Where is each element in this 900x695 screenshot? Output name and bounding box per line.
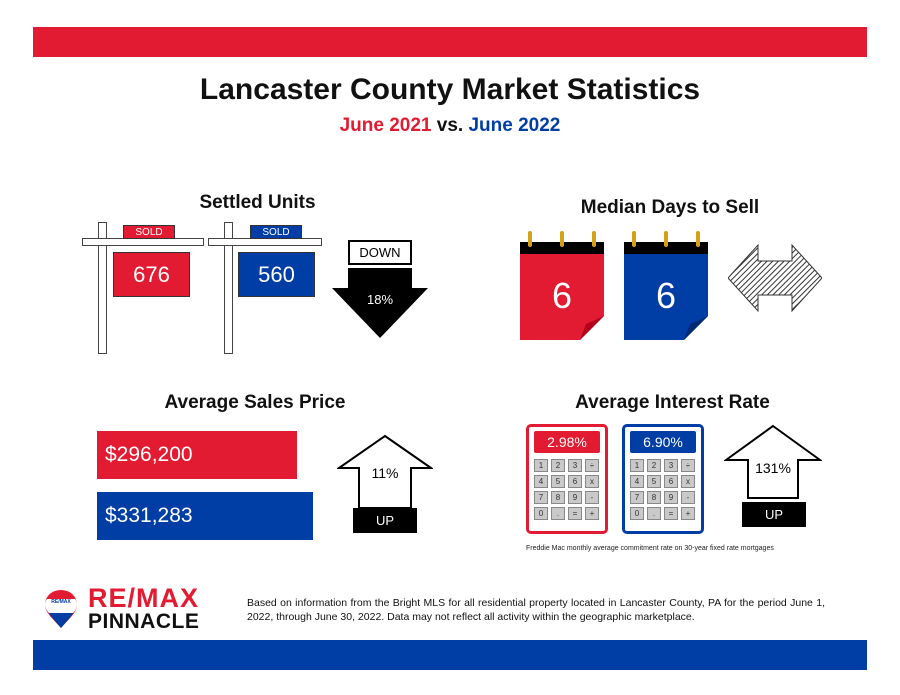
sold-tag-2022: SOLD (250, 225, 302, 239)
calendar-ring-icon (528, 231, 532, 247)
down-arrow-icon (332, 268, 428, 338)
calculator-keypad: 1 2 3 ÷ 4 5 6 x 7 8 9- 0. = + (534, 459, 599, 520)
balloon-text: RE/MAX (51, 599, 71, 605)
no-change-double-arrow-icon (728, 243, 822, 313)
disclaimer-text: Based on information from the Bright MLS… (247, 597, 825, 623)
sign-post-2021 (98, 222, 107, 354)
settled-units-change: 18% (366, 292, 394, 307)
calculator-key: + (585, 507, 599, 520)
interest-rate-2021: 2.98% (534, 431, 600, 453)
calculator-key: ÷ (585, 459, 599, 472)
calculator-key: 6 (568, 475, 582, 488)
calculator-key: 9 (568, 491, 582, 504)
calculator-2022: 6.90% 1 2 3 ÷ 4 5 6 x 7 8 9- 0. = + (622, 424, 704, 534)
avg-price-heading: Average Sales Price (164, 392, 346, 413)
calendar-page-2021 (520, 254, 604, 340)
median-days-2021: 6 (551, 275, 573, 316)
calculator-key: - (681, 491, 695, 504)
calendar-ring-icon (632, 231, 636, 247)
calculator-key: 0 (630, 507, 644, 520)
calculator-key: . (551, 507, 565, 520)
calculator-2021: 2.98% 1 2 3 ÷ 4 5 6 x 7 8 9- 0. = + (526, 424, 608, 534)
subtitle-vs: vs. (436, 115, 464, 136)
settled-units-2022: 560 (238, 252, 315, 297)
calculator-key: 2 (551, 459, 565, 472)
interest-rate-2022: 6.90% (630, 431, 696, 453)
subtitle-2021: June 2021 (339, 115, 432, 136)
calculator-key: 8 (647, 491, 661, 504)
calculator-key: = (568, 507, 582, 520)
sign-beam-2022 (208, 238, 322, 246)
calculator-key: 1 (534, 459, 548, 472)
up-arrow-icon (724, 424, 822, 499)
hot-air-balloon-logo-icon (45, 590, 77, 628)
page-subtitle: June 2021 vs. June 2022 (0, 115, 900, 137)
calendar-ring-icon (696, 231, 700, 247)
calculator-key: x (681, 475, 695, 488)
interest-rate-footnote: Freddie Mac monthly average commitment r… (526, 545, 774, 552)
calculator-key: 7 (534, 491, 548, 504)
avg-price-2021: $296,200 (97, 431, 297, 479)
calculator-key: x (585, 475, 599, 488)
page-title: Lancaster County Market Statistics (199, 73, 701, 106)
down-label-box: DOWN (348, 240, 412, 265)
calendar-ring-icon (592, 231, 596, 247)
settled-units-2021: 676 (113, 252, 190, 297)
calculator-key: 3 (568, 459, 582, 472)
settled-units-heading: Settled Units (199, 192, 316, 213)
calculator-key: 4 (630, 475, 644, 488)
calculator-key: ÷ (681, 459, 695, 472)
sold-tag-2021: SOLD (123, 225, 175, 239)
sign-beam-2021 (82, 238, 204, 246)
top-red-band (33, 27, 867, 57)
calculator-key: 6 (664, 475, 678, 488)
calendar-top-2021 (520, 242, 604, 254)
calculator-key: 9 (664, 491, 678, 504)
calendar-ring-icon (664, 231, 668, 247)
bottom-blue-band (33, 640, 867, 670)
calculator-key: 0 (534, 507, 548, 520)
subtitle-2022: June 2022 (468, 115, 561, 136)
avg-price-2022: $331,283 (97, 492, 313, 540)
calculator-key: + (681, 507, 695, 520)
sign-post-2022 (224, 222, 233, 354)
calculator-key: 2 (647, 459, 661, 472)
calculator-key: 3 (664, 459, 678, 472)
calculator-key: 8 (551, 491, 565, 504)
calculator-key: 1 (630, 459, 644, 472)
calculator-key: . (647, 507, 661, 520)
calculator-key: 4 (534, 475, 548, 488)
calculator-key: - (585, 491, 599, 504)
median-days-2022: 6 (655, 275, 677, 316)
brand-name-bottom: PINNACLE (88, 610, 200, 633)
calendar-ring-icon (560, 231, 564, 247)
median-days-heading: Median Days to Sell (580, 197, 760, 218)
calculator-key: = (664, 507, 678, 520)
calculator-key: 5 (551, 475, 565, 488)
calendar-top-2022 (624, 242, 708, 254)
avg-price-direction: UP (353, 508, 417, 533)
avg-price-change: 11% (371, 465, 399, 481)
calculator-keypad: 1 2 3 ÷ 4 5 6 x 7 8 9- 0. = + (630, 459, 695, 520)
calculator-key: 7 (630, 491, 644, 504)
calculator-key: 5 (647, 475, 661, 488)
interest-rate-heading: Average Interest Rate (575, 392, 770, 413)
brand-name-top: RE/MAX (88, 583, 200, 613)
interest-rate-change: 131% (755, 460, 791, 476)
calendar-page-2022 (624, 254, 708, 340)
interest-rate-direction: UP (742, 502, 806, 527)
